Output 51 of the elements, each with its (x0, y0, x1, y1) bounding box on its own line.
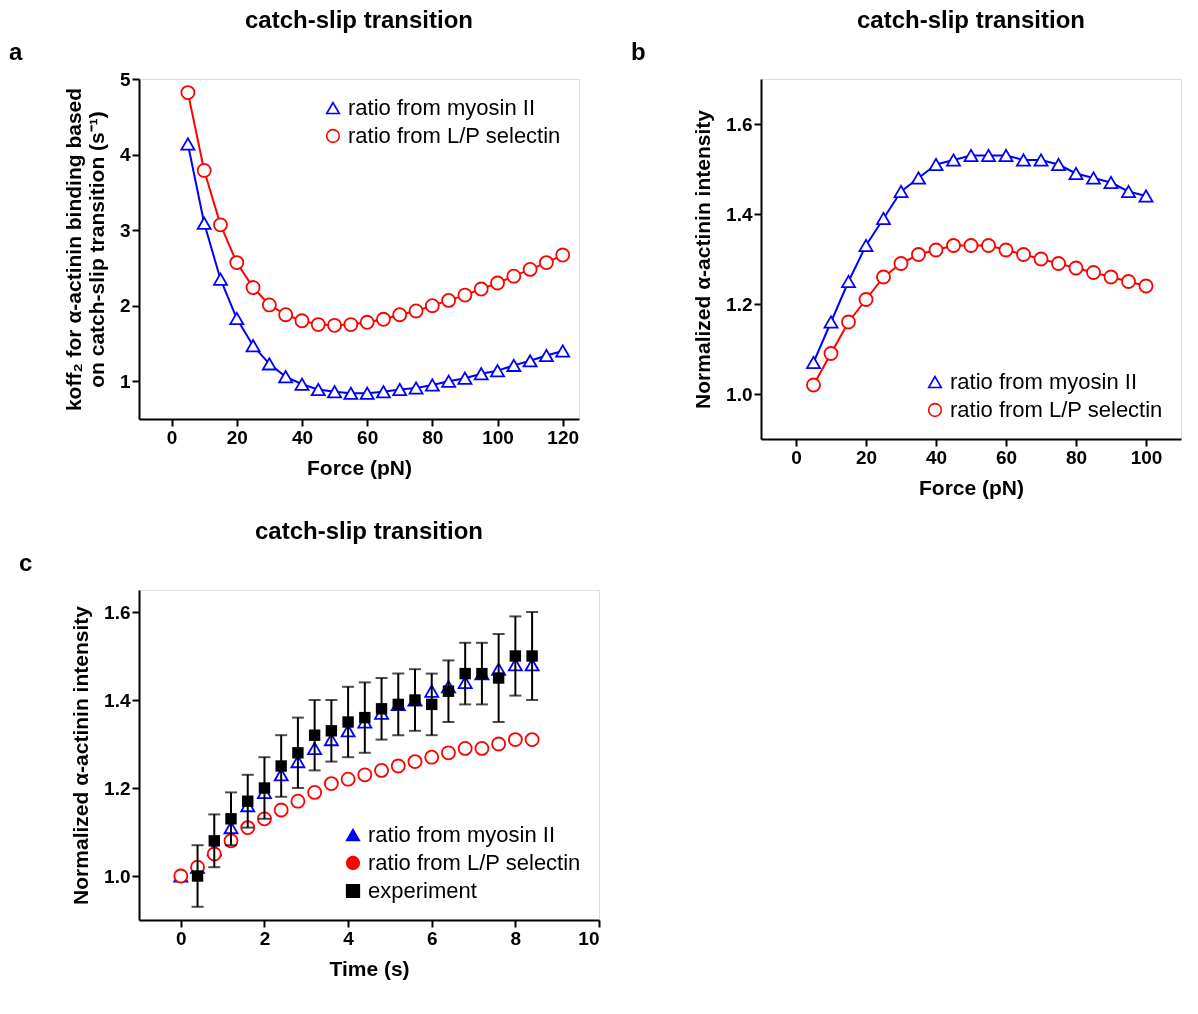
text: c (19, 549, 33, 576)
x-axis-title: Force (pN) (919, 475, 1024, 499)
x-tick-label: 8 (510, 927, 522, 949)
y-tick-label: 1.6 (104, 601, 131, 623)
y-tick-label: 5 (119, 68, 131, 90)
x-tick-label: 40 (925, 446, 948, 468)
legend-label: ratio from myosin II (368, 822, 556, 847)
x-tick-label: 100 (482, 426, 514, 448)
x-tick-label: 0 (176, 927, 187, 949)
x-tick-label: 4 (343, 927, 355, 949)
chart-title: catch-slip transition (856, 6, 1086, 33)
y-tick-label: 4 (119, 144, 131, 166)
x-tick-label: 10 (578, 927, 600, 949)
x-tick-label: 60 (357, 426, 379, 448)
x-tick-label: 60 (995, 446, 1018, 468)
x-tick-label: 120 (547, 426, 580, 448)
chart-title: catch-slip transition (244, 6, 474, 33)
y-tick-label: 1.4 (104, 689, 131, 711)
legend-label: ratio from L/P selectin (368, 850, 581, 875)
y-tick-label: 1.4 (726, 203, 753, 225)
x-axis-title: Time (s) (329, 956, 410, 980)
chart-title: catch-slip transition (254, 517, 484, 544)
y-tick-label: 3 (119, 219, 131, 241)
x-tick-label: 0 (791, 446, 802, 468)
x-tick-label: 100 (1130, 446, 1163, 468)
legend-label: experiment (368, 878, 477, 903)
y-tick-label: 2 (119, 295, 131, 317)
y-axis-title: koff₂ for α-actinin binding based on catch-slip transition (s⁻¹) (61, 87, 108, 412)
x-tick-label: 20 (226, 426, 248, 448)
y-axis-title: Normalized α-actinin intensity (69, 605, 93, 905)
x-tick-label: 2 (259, 927, 271, 949)
legend-label: ratio from L/P selectin (348, 123, 561, 148)
y-tick-label: 1 (119, 370, 131, 392)
legend-label: ratio from myosin II (950, 369, 1138, 394)
x-axis-title: Force (pN) (307, 455, 412, 479)
legend-label: ratio from myosin II (348, 95, 536, 120)
x-tick-label: 6 (426, 927, 438, 949)
x-tick-label: 0 (166, 426, 178, 448)
y-tick-label: 1.0 (104, 865, 131, 887)
y-axis-title: Normalized α-actinin intensity (691, 109, 715, 409)
x-tick-label: 80 (422, 426, 444, 448)
text: a (9, 38, 23, 65)
x-tick-label: 40 (291, 426, 314, 448)
y-tick-label: 1.0 (726, 383, 753, 405)
y-tick-label: 1.2 (726, 293, 753, 315)
x-tick-label: 80 (1065, 446, 1088, 468)
legend-label: ratio from L/P selectin (950, 397, 1163, 422)
y-tick-label: 1.6 (726, 113, 753, 135)
text: b (631, 38, 646, 65)
x-tick-label: 20 (855, 446, 878, 468)
y-tick-label: 1.2 (104, 777, 131, 799)
